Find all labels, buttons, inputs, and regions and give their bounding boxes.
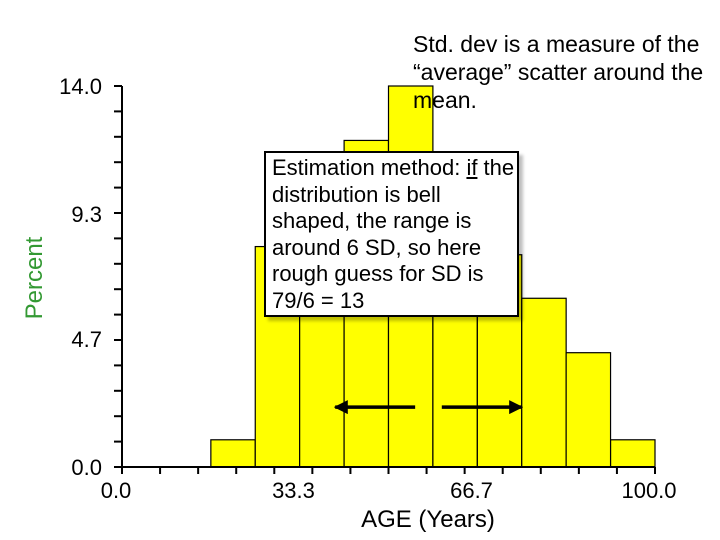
histogram-bar-10 — [610, 439, 656, 468]
y-tick-label: 0.0 — [71, 455, 102, 480]
histogram-bar-1 — [210, 439, 256, 468]
x-tick-label: 0.0 — [101, 478, 132, 503]
y-tick-label: 9.3 — [71, 202, 102, 227]
y-tick-label: 14.0 — [59, 74, 102, 99]
std-dev-note: Std. dev is a measure of the “average” s… — [413, 31, 704, 113]
callout-underlined-word: if — [466, 155, 478, 180]
callout-prefix: Estimation method: — [272, 155, 467, 180]
axes: 0.0 4.7 9.3 14.0 0.0 33.3 66.7 100.0 — [59, 74, 676, 503]
estimation-method-callout: Estimation method: if the distribution i… — [264, 151, 519, 317]
callout-text: the distribution is bell shaped, the ran… — [272, 155, 515, 313]
histogram-bar-9 — [565, 352, 612, 468]
y-tick-label: 4.7 — [71, 327, 102, 352]
x-tick-label: 33.3 — [272, 478, 315, 503]
y-axis-label: Percent — [21, 236, 48, 319]
histogram-bar-8 — [521, 297, 567, 468]
x-tick-label: 100.0 — [621, 478, 676, 503]
x-axis-label: AGE (Years) — [361, 506, 495, 533]
x-tick-label: 66.7 — [450, 478, 493, 503]
